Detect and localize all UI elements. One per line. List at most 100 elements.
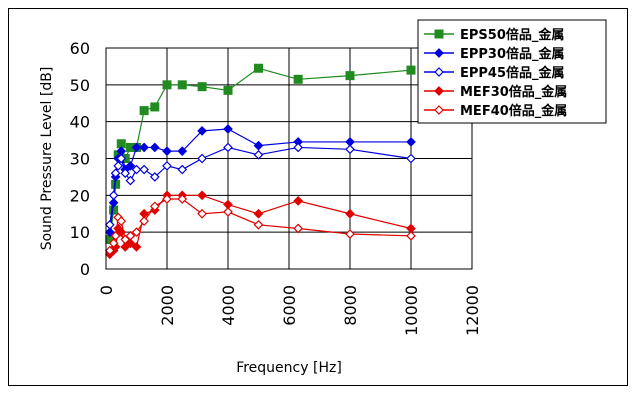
series-3	[104, 190, 416, 260]
data-point	[162, 80, 172, 90]
legend-label: EPS50倍品_金属	[460, 27, 564, 43]
legend-item: MEF40倍品_金属	[424, 103, 567, 119]
data-point	[131, 164, 142, 175]
data-point	[253, 140, 264, 151]
data-point	[104, 245, 115, 256]
x-tick-label: 4000	[219, 285, 238, 326]
data-point	[139, 164, 149, 175]
x-tick-labels: 0 2000 4000 6000 8000 10000 12000	[97, 285, 482, 336]
x-tick-label: 12000	[463, 285, 482, 336]
data-point	[223, 85, 233, 95]
y-tick-label: 0	[80, 260, 90, 279]
data-point	[177, 80, 187, 90]
data-point	[223, 142, 233, 153]
data-point	[406, 137, 416, 147]
y-axis-title: Sound Pressure Level [dB]	[39, 67, 55, 251]
data-point	[293, 223, 303, 234]
data-point	[131, 242, 142, 252]
data-point	[177, 194, 188, 204]
data-point	[116, 153, 127, 164]
data-point	[345, 208, 355, 219]
data-point	[253, 219, 264, 230]
data-point	[120, 242, 131, 252]
legend-item: EPP45倍品_金属	[424, 65, 565, 81]
data-point	[139, 142, 149, 153]
data-point	[116, 216, 127, 226]
legend-item: EPP30倍品_金属	[424, 46, 565, 62]
data-point	[406, 65, 416, 75]
series-1	[104, 124, 416, 238]
data-point	[162, 161, 172, 171]
data-point	[177, 164, 188, 175]
data-point	[253, 149, 264, 160]
data-point	[293, 196, 303, 206]
y-tick-label: 60	[70, 39, 90, 58]
data-point	[139, 106, 149, 116]
data-point	[345, 229, 355, 239]
y-tick-label: 30	[70, 150, 90, 169]
data-point	[162, 146, 172, 156]
data-point	[162, 194, 172, 204]
data-point	[197, 153, 207, 164]
x-tick-label: 0	[97, 285, 116, 295]
y-tick-label: 50	[70, 76, 90, 95]
data-point	[223, 124, 233, 134]
data-point	[223, 207, 233, 217]
data-point	[434, 48, 444, 58]
data-point	[120, 234, 131, 245]
series-4	[104, 194, 416, 256]
data-point	[434, 29, 444, 39]
data-point	[131, 227, 142, 238]
legend-item: MEF30倍品_金属	[424, 84, 567, 100]
data-point	[293, 74, 303, 84]
y-tick-label: 10	[70, 223, 90, 242]
data-point	[131, 142, 142, 153]
data-point	[177, 146, 188, 156]
data-point	[293, 142, 303, 153]
legend-label: MEF40倍品_金属	[460, 103, 567, 119]
data-point	[108, 190, 119, 201]
data-point	[149, 172, 160, 182]
legend-item: EPS50倍品_金属	[424, 27, 564, 43]
data-point	[434, 67, 444, 77]
plot-area	[105, 47, 473, 270]
x-tick-label: 2000	[158, 285, 177, 326]
x-tick-label: 10000	[402, 285, 421, 336]
x-tick-label: 8000	[341, 285, 360, 326]
data-point	[149, 201, 160, 212]
data-point	[108, 238, 119, 249]
data-point	[150, 102, 160, 112]
series-group	[104, 63, 416, 260]
data-point	[434, 86, 444, 96]
legend-label: EPP30倍品_金属	[460, 46, 565, 62]
x-axis-title: Frequency [Hz]	[236, 360, 342, 376]
data-point	[113, 161, 124, 171]
data-point	[125, 161, 136, 171]
data-point	[120, 168, 131, 179]
data-point	[125, 231, 136, 241]
data-point	[125, 175, 136, 186]
data-point	[104, 219, 115, 230]
series-2	[104, 142, 416, 230]
data-point	[406, 231, 416, 241]
data-point	[345, 144, 355, 155]
legend-label: MEF30倍品_金属	[460, 84, 567, 100]
data-point	[197, 82, 207, 92]
y-tick-label: 20	[70, 186, 90, 205]
data-point	[197, 208, 207, 219]
legend-label: EPP45倍品_金属	[460, 65, 565, 81]
data-point	[197, 126, 207, 136]
data-point	[149, 142, 160, 153]
data-point	[104, 227, 115, 238]
legend: EPS50倍品_金属 EPP30倍品_金属 EPP45倍品_金属 MEF30倍品_金属…	[417, 19, 607, 124]
data-point	[434, 105, 444, 115]
data-point	[197, 190, 207, 201]
data-point	[139, 216, 149, 226]
grid-lines	[105, 47, 473, 270]
y-tick-label: 40	[70, 113, 90, 132]
data-point	[254, 63, 263, 73]
data-point	[110, 231, 121, 241]
x-tick-label: 6000	[280, 285, 299, 326]
data-point	[406, 153, 416, 164]
